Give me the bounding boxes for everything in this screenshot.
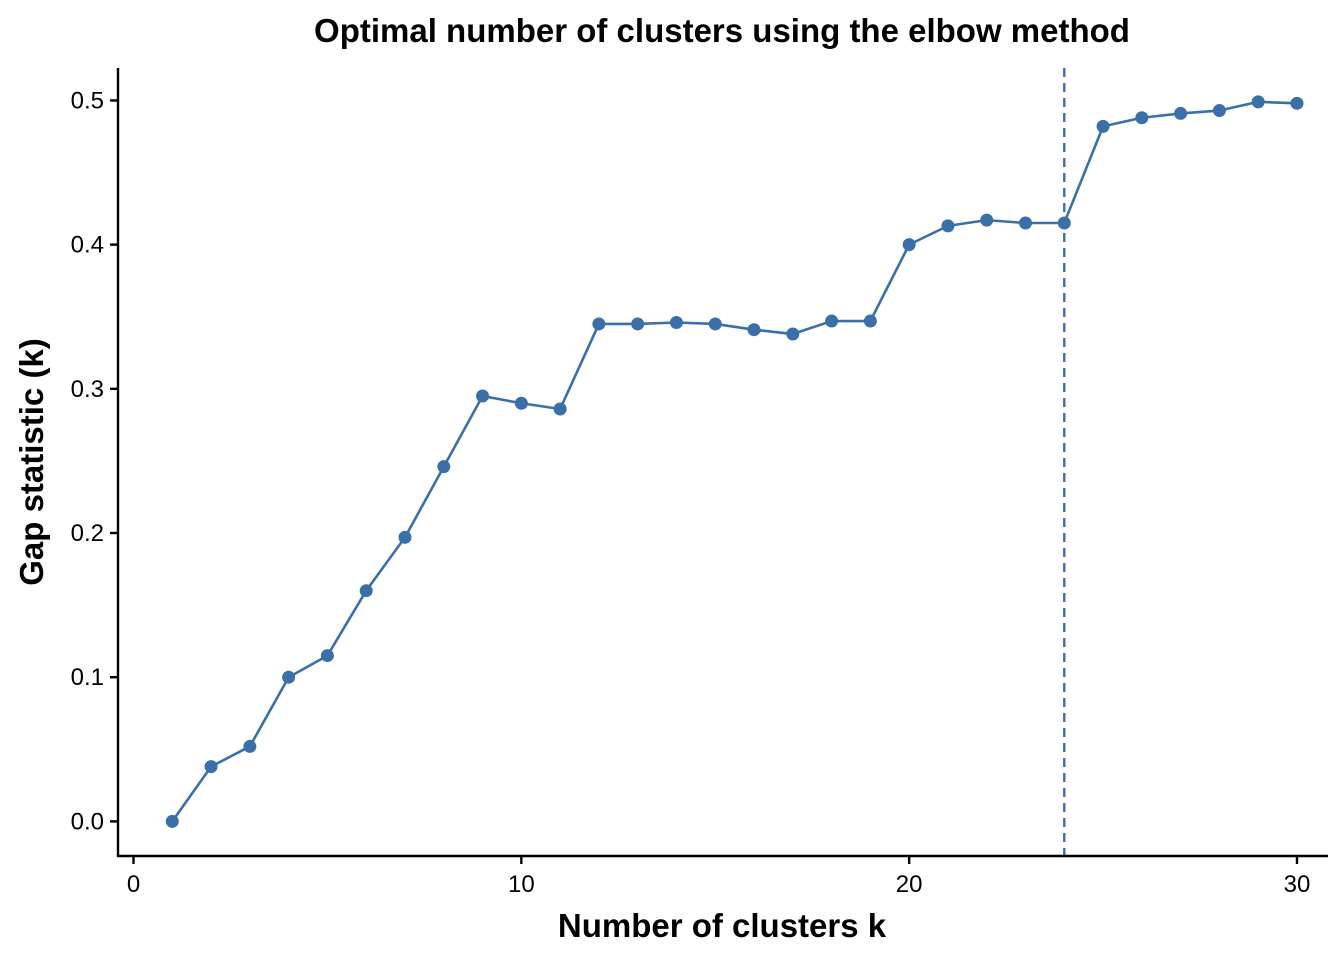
data-point	[941, 219, 955, 233]
x-tick-label: 30	[1284, 871, 1311, 898]
data-point	[359, 584, 373, 598]
data-point	[747, 323, 761, 337]
data-point	[437, 460, 451, 474]
y-tick-label: 0.0	[71, 808, 104, 835]
data-point	[553, 402, 567, 416]
x-tick-label: 10	[508, 871, 535, 898]
data-point	[1057, 216, 1071, 230]
y-tick-label: 0.5	[71, 87, 104, 114]
data-point	[1290, 96, 1304, 110]
data-point	[398, 530, 412, 544]
y-tick-label: 0.1	[71, 664, 104, 691]
data-point	[243, 739, 257, 753]
data-point	[669, 315, 683, 329]
data-point	[1096, 119, 1110, 133]
chart-title: Optimal number of clusters using the elb…	[314, 12, 1130, 49]
data-point	[476, 389, 490, 403]
data-point	[1174, 106, 1188, 120]
x-axis-title: Number of clusters k	[558, 907, 887, 944]
data-point	[980, 213, 994, 227]
data-point	[825, 314, 839, 328]
axes	[116, 68, 1328, 858]
series-line	[171, 100, 1298, 823]
data-point	[204, 760, 218, 774]
data-point	[1251, 95, 1265, 109]
ticks: 0 10 20 30 0.0 0.1 0.2 0.3 0.4 0.5	[71, 87, 1311, 898]
y-tick-label: 0.3	[71, 376, 104, 403]
data-point	[786, 327, 800, 341]
plot-area	[165, 68, 1304, 856]
data-point	[514, 396, 528, 410]
data-point	[708, 317, 722, 331]
data-point	[282, 670, 296, 684]
y-axis-title: Gap statistic (k)	[13, 338, 50, 586]
data-point	[320, 649, 334, 663]
data-point	[592, 317, 606, 331]
data-point	[1212, 104, 1226, 118]
data-point	[863, 314, 877, 328]
data-point	[631, 317, 645, 331]
data-point	[1135, 111, 1149, 125]
data-point	[1019, 216, 1032, 230]
data-point	[902, 238, 916, 252]
y-tick-label: 0.2	[71, 520, 104, 547]
data-point	[165, 814, 179, 828]
y-tick-label: 0.4	[71, 232, 104, 259]
x-tick-label: 0	[127, 871, 140, 898]
x-tick-label: 20	[896, 871, 923, 898]
